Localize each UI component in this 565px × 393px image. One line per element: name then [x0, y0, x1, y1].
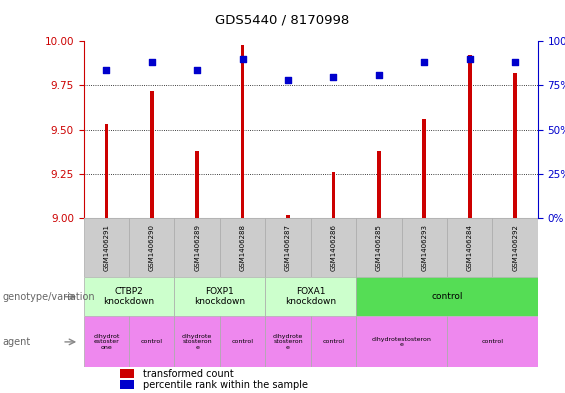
Bar [266, 316, 311, 367]
Text: genotype/variation: genotype/variation [3, 292, 95, 302]
Bar [356, 277, 538, 316]
Bar [332, 172, 335, 218]
Text: FOXP1
knockdown: FOXP1 knockdown [194, 287, 245, 307]
Bar [311, 316, 356, 367]
Bar [286, 215, 290, 218]
Text: transformed count: transformed count [143, 369, 233, 378]
Text: GSM1406289: GSM1406289 [194, 224, 200, 271]
Bar [266, 277, 356, 316]
Text: percentile rank within the sample: percentile rank within the sample [143, 380, 308, 390]
Point [284, 77, 293, 83]
Point [375, 72, 384, 78]
Point [465, 56, 474, 62]
Bar [447, 218, 493, 277]
Text: agent: agent [3, 337, 31, 347]
Text: GSM1406288: GSM1406288 [240, 224, 246, 271]
Bar [423, 119, 426, 218]
Text: control: control [431, 292, 463, 301]
Bar [129, 316, 175, 367]
Bar [220, 218, 266, 277]
Bar [493, 218, 538, 277]
Text: control: control [141, 340, 163, 344]
Bar [150, 91, 154, 218]
Bar [356, 218, 402, 277]
Bar [175, 277, 266, 316]
Text: GSM1406290: GSM1406290 [149, 224, 155, 271]
Text: CTBP2
knockdown: CTBP2 knockdown [103, 287, 155, 307]
Text: control: control [481, 340, 503, 344]
Text: dihydrotestosteron
e: dihydrotestosteron e [372, 336, 432, 347]
Bar [120, 380, 133, 389]
Bar [220, 316, 266, 367]
Bar [120, 369, 133, 378]
Point [238, 56, 247, 62]
Text: GSM1406287: GSM1406287 [285, 224, 291, 271]
Bar [514, 73, 517, 218]
Bar [356, 316, 447, 367]
Bar [195, 151, 199, 218]
Point [329, 73, 338, 80]
Text: GSM1406293: GSM1406293 [421, 224, 427, 271]
Text: control: control [232, 340, 254, 344]
Bar [468, 55, 472, 218]
Bar [84, 218, 129, 277]
Bar [377, 151, 381, 218]
Bar [175, 218, 220, 277]
Text: dihydrote
stosteron
e: dihydrote stosteron e [182, 334, 212, 350]
Text: dihydrote
stosteron
e: dihydrote stosteron e [273, 334, 303, 350]
Text: dihydrot
estoster
one: dihydrot estoster one [93, 334, 120, 350]
Text: GSM1406285: GSM1406285 [376, 224, 382, 271]
Text: GSM1406292: GSM1406292 [512, 224, 518, 271]
Text: GSM1406291: GSM1406291 [103, 224, 110, 271]
Point [147, 59, 157, 66]
Text: GSM1406284: GSM1406284 [467, 224, 473, 271]
Bar [241, 45, 245, 218]
Point [420, 59, 429, 66]
Point [193, 66, 202, 73]
Bar [84, 316, 129, 367]
Text: GDS5440 / 8170998: GDS5440 / 8170998 [215, 14, 350, 27]
Point [102, 66, 111, 73]
Text: GSM1406286: GSM1406286 [331, 224, 337, 271]
Point [511, 59, 520, 66]
Bar [266, 218, 311, 277]
Text: FOXA1
knockdown: FOXA1 knockdown [285, 287, 336, 307]
Bar [84, 277, 175, 316]
Bar [402, 218, 447, 277]
Bar [311, 218, 356, 277]
Bar [105, 125, 108, 218]
Bar [175, 316, 220, 367]
Text: control: control [323, 340, 345, 344]
Bar [447, 316, 538, 367]
Bar [129, 218, 175, 277]
